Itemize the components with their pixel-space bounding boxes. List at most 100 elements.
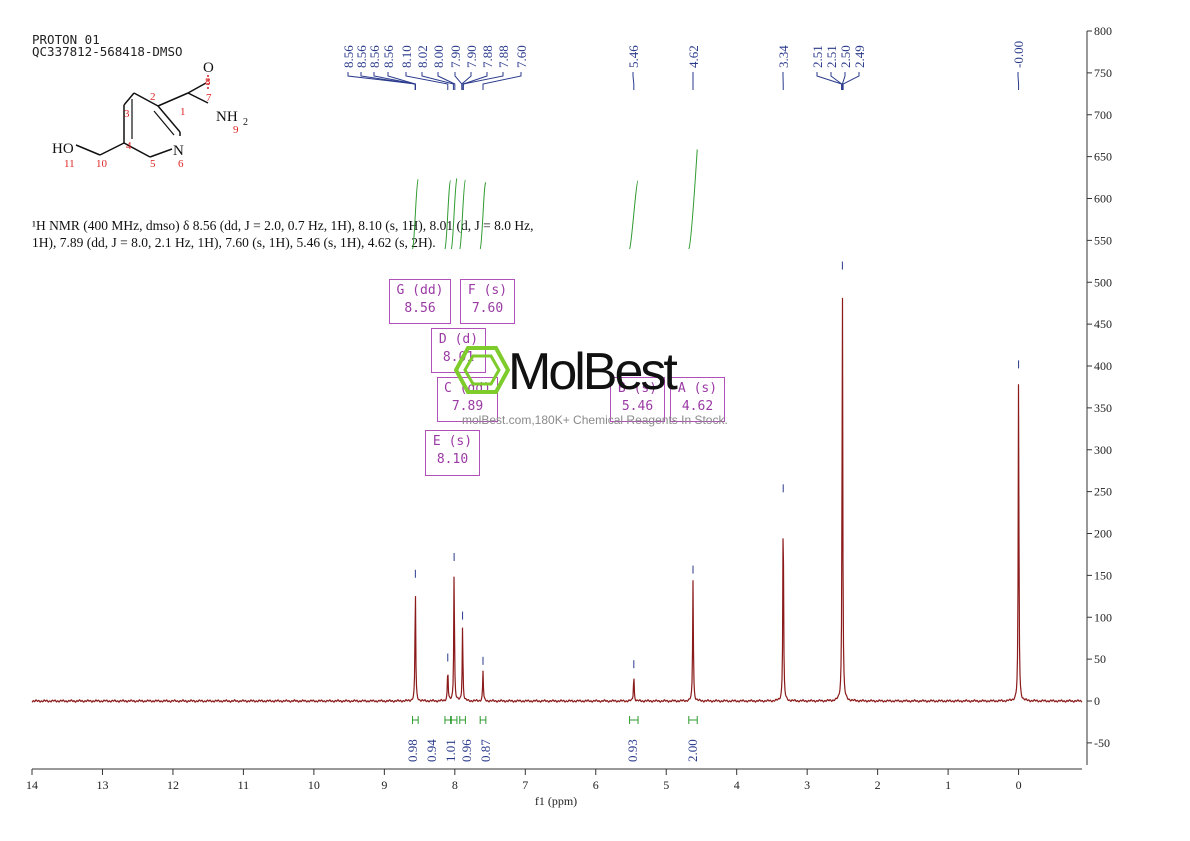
peak-label-leader — [1017, 72, 1020, 90]
multiplet-box-d: D (d) 8.01 — [431, 328, 486, 373]
y-tick-label: 50 — [1094, 652, 1106, 666]
y-tick-label: 100 — [1094, 610, 1112, 624]
x-tick-label: 9 — [381, 778, 387, 792]
multiplet-box-g: G (dd) 8.56 — [389, 279, 451, 324]
multiplet-box-b: B (s) 5.46 — [610, 377, 665, 422]
peak-label-leader — [632, 72, 635, 90]
multiplet-label: B (s) — [617, 381, 658, 396]
peak-shift-label: 8.00 — [431, 45, 446, 68]
peak-shift-label: 8.56 — [381, 45, 396, 68]
y-tick-label: 800 — [1094, 24, 1112, 38]
atom-number-3: 3 — [124, 108, 130, 120]
integral-curve — [629, 180, 639, 250]
x-tick-label: 7 — [522, 778, 528, 792]
molecule-structure: O N HO NH 2 1 2 3 4 5 6 7 8 9 10 11 — [52, 60, 248, 170]
peak-shift-label: 7.60 — [514, 45, 529, 68]
atom-number-2: 2 — [150, 91, 156, 103]
multiplet-label: A (s) — [677, 381, 718, 396]
multiplet-label: D (d) — [438, 332, 479, 347]
integral-value: 0.96 — [459, 739, 474, 762]
x-tick-label: 13 — [96, 778, 108, 792]
multiplet-shift: 8.56 — [404, 301, 436, 316]
multiplet-label: G (dd) — [396, 283, 444, 298]
y-tick-label: 650 — [1094, 150, 1112, 164]
atom-nh: NH — [216, 109, 238, 125]
x-tick-label: 11 — [238, 778, 250, 792]
peak-shift-label: 5.46 — [626, 45, 641, 68]
x-tick-label: 0 — [1016, 778, 1022, 792]
y-tick-label: 400 — [1094, 359, 1112, 373]
atom-number-8: 8 — [205, 76, 211, 88]
integral-value: 0.87 — [478, 739, 493, 762]
peak-shift-label: 2.51 — [824, 45, 839, 68]
watermark-brand: MolBest — [508, 343, 678, 401]
x-tick-label: 14 — [26, 778, 38, 792]
multiplet-shift: 7.89 — [451, 399, 484, 414]
x-tick-label: 3 — [804, 778, 810, 792]
y-tick-label: 750 — [1094, 66, 1112, 80]
multiplet-label: E (s) — [432, 434, 473, 449]
atom-n: N — [173, 143, 184, 159]
peak-shift-label: 2.49 — [852, 45, 867, 68]
y-tick-label: 200 — [1094, 527, 1112, 541]
atom-number-10: 10 — [96, 158, 108, 170]
peak-shift-label: 7.90 — [448, 45, 463, 68]
y-tick-label: -50 — [1094, 736, 1110, 750]
atom-number-9: 9 — [233, 124, 239, 136]
peak-label-leader — [461, 72, 472, 90]
nmr-summary-line-1: ¹H NMR (400 MHz, dmso) δ 8.56 (dd, J = 2… — [32, 218, 534, 233]
experiment-title: PROTON 01 — [32, 32, 100, 47]
x-tick-label: 8 — [452, 778, 458, 792]
y-tick-label: 700 — [1094, 108, 1112, 122]
peak-shift-label: 2.51 — [810, 45, 825, 68]
integral-curve — [688, 149, 698, 250]
y-tick-label: 600 — [1094, 192, 1112, 206]
peak-shift-label: 8.56 — [354, 45, 369, 68]
multiplet-box-a: A (s) 4.62 — [670, 377, 725, 422]
nmr-summary-line-2: 1H), 7.89 (dd, J = 8.0, 2.1 Hz, 1H), 7.6… — [32, 235, 436, 250]
multiplet-label: F (s) — [467, 283, 508, 298]
multiplet-shift: 5.46 — [621, 399, 654, 414]
peak-shift-label: 3.34 — [776, 45, 791, 68]
peak-shift-label: -0.00 — [1011, 41, 1026, 68]
spectrum-line — [31, 297, 1083, 704]
atom-number-4: 4 — [126, 140, 132, 152]
atom-number-5: 5 — [150, 158, 156, 170]
peak-shift-label: 7.88 — [480, 45, 495, 68]
y-tick-label: 550 — [1094, 233, 1112, 247]
x-tick-label: 5 — [663, 778, 669, 792]
multiplet-shift: 8.10 — [436, 452, 469, 467]
y-tick-label: 250 — [1094, 485, 1112, 499]
peak-label-leader — [387, 72, 416, 90]
integral-value: 1.01 — [443, 739, 458, 762]
x-tick-label: 10 — [308, 778, 320, 792]
x-axis-title: f1 (ppm) — [535, 794, 577, 808]
peak-label-leader — [482, 72, 522, 90]
peak-shift-label: 8.56 — [341, 45, 356, 68]
y-tick-label: 500 — [1094, 275, 1112, 289]
integral-curve — [479, 182, 487, 250]
multiplet-shift: 4.62 — [681, 399, 714, 414]
y-tick-label: 0 — [1094, 694, 1100, 708]
peak-label-leader — [462, 72, 504, 90]
y-tick-label: 150 — [1094, 568, 1112, 582]
integral-value: 0.94 — [424, 739, 439, 762]
sample-id: QC337812-568418-DMSO — [32, 44, 183, 59]
atom-o: O — [203, 60, 214, 76]
peak-shift-label: 8.10 — [399, 45, 414, 68]
integral-value: 0.93 — [625, 739, 640, 762]
integral-curve — [459, 179, 466, 250]
atom-number-1: 1 — [180, 106, 186, 118]
atom-nh-subscript: 2 — [243, 117, 248, 128]
x-tick-label: 6 — [593, 778, 599, 792]
integral-curve — [412, 178, 419, 250]
atom-number-11: 11 — [64, 158, 75, 170]
watermark-text: molBest.com,180K+ Chemical Reagents In S… — [462, 413, 728, 427]
y-tick-label: 350 — [1094, 401, 1112, 415]
integral-value: 0.98 — [405, 739, 420, 762]
multiplet-box-f: F (s) 7.60 — [460, 279, 515, 324]
y-tick-label: 450 — [1094, 317, 1112, 331]
integral-curve — [444, 180, 452, 250]
